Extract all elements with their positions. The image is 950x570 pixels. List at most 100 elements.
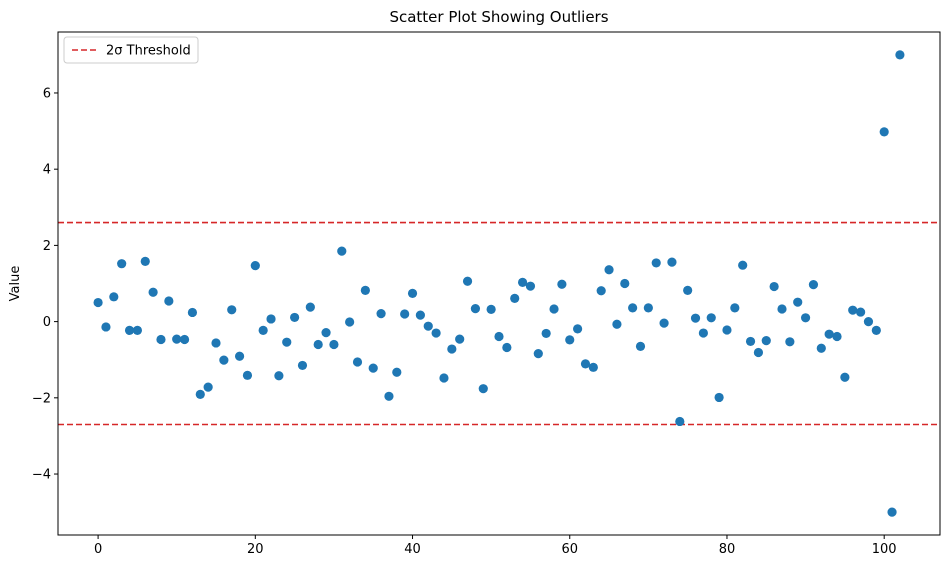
scatter-point xyxy=(415,310,425,320)
scatter-point xyxy=(745,336,756,347)
scatter-point xyxy=(164,296,174,306)
scatter-point xyxy=(714,392,724,403)
scatter-point xyxy=(856,307,866,317)
scatter-point xyxy=(525,281,536,291)
y-tick-label: 4 xyxy=(43,163,51,178)
scatter-point xyxy=(510,293,520,303)
scatter-point xyxy=(722,325,732,335)
scatter-point xyxy=(816,343,826,353)
scatter-point xyxy=(675,416,685,427)
legend-box xyxy=(63,36,199,64)
scatter-point xyxy=(848,305,858,315)
scatter-point xyxy=(360,285,370,295)
x-tick-label: 100 xyxy=(872,542,897,557)
scatter-point xyxy=(863,317,874,327)
scatter-point xyxy=(179,334,190,345)
scatter-point xyxy=(219,355,229,365)
scatter-point xyxy=(297,360,308,371)
y-tick-label: 6 xyxy=(43,86,51,101)
y-tick-label: −4 xyxy=(32,468,51,483)
scatter-point xyxy=(486,304,496,315)
scatter-point xyxy=(242,370,253,380)
axes: 0 20 40 60 80 100 −4 −2 0 2 4 6 xyxy=(32,31,941,557)
scatter-point xyxy=(352,357,363,367)
scatter-point xyxy=(478,384,488,394)
scatter-point xyxy=(683,285,693,295)
scatter-point xyxy=(376,309,386,319)
scatter-point xyxy=(706,313,716,323)
scatter-point xyxy=(227,305,237,315)
scatter-point xyxy=(305,302,315,312)
scatter-point xyxy=(423,321,433,331)
scatter-point xyxy=(321,328,331,338)
scatter-point xyxy=(643,303,653,313)
scatter-point xyxy=(753,347,764,358)
scatter-point xyxy=(439,373,449,383)
scatter-point xyxy=(533,349,543,359)
y-tick-label: −2 xyxy=(32,391,51,406)
scatter-point xyxy=(266,314,276,324)
scatter-point xyxy=(282,337,292,347)
scatter-point xyxy=(690,313,701,323)
scatter-point xyxy=(203,382,213,392)
scatter-point xyxy=(384,391,394,401)
y-tick-label: 2 xyxy=(43,239,51,254)
scatter-point xyxy=(588,362,598,372)
scatter-point xyxy=(250,260,260,271)
scatter-point xyxy=(738,260,748,270)
scatter-point xyxy=(549,304,559,314)
scatter-point xyxy=(628,303,638,313)
scatter-point xyxy=(187,307,198,318)
scatter-point xyxy=(793,297,803,307)
scatter-point xyxy=(871,325,881,335)
scatter-point xyxy=(785,337,795,347)
scatter-point xyxy=(840,372,850,382)
scatter-point xyxy=(879,127,889,137)
scatter-point xyxy=(290,312,300,323)
scatter-point xyxy=(258,325,268,335)
scatter-point xyxy=(730,303,740,313)
legend-label: 2σ Threshold xyxy=(106,44,191,59)
y-tick-label: 0 xyxy=(43,315,51,330)
scatter-point xyxy=(667,257,677,267)
scatter-point xyxy=(541,328,551,339)
scatter-point xyxy=(659,318,669,328)
scatter-point xyxy=(124,325,135,335)
scatter-point xyxy=(635,341,646,351)
scatter-point xyxy=(895,50,905,60)
scatter-point xyxy=(808,280,819,290)
scatter-point xyxy=(761,336,771,346)
scatter-point xyxy=(195,389,205,399)
scatter-point xyxy=(462,276,473,286)
plot-frame xyxy=(57,31,941,536)
scatter-point xyxy=(596,286,606,296)
scatter-point xyxy=(777,304,787,314)
scatter-point xyxy=(620,278,630,289)
scatter-point xyxy=(392,367,402,377)
scatter-point xyxy=(132,325,142,335)
scatter-point xyxy=(337,246,347,256)
scatter-point xyxy=(580,359,591,369)
scatter-point xyxy=(109,292,119,302)
scatter-point xyxy=(148,287,158,297)
scatter-point xyxy=(800,313,811,323)
scatter-point xyxy=(172,334,182,344)
scatter-point xyxy=(604,265,614,275)
x-tick-label: 20 xyxy=(247,542,264,557)
x-tick-label: 80 xyxy=(719,542,736,557)
scatter-point xyxy=(211,338,221,348)
chart-title: Scatter Plot Showing Outliers xyxy=(389,8,608,26)
scatter-point xyxy=(313,339,323,350)
scatter-point xyxy=(887,507,897,517)
scatter-point xyxy=(234,351,245,361)
scatter-point xyxy=(769,281,779,292)
scatter-point xyxy=(447,344,457,354)
scatter-point xyxy=(698,328,708,338)
scatter-point xyxy=(329,339,339,350)
x-tick-label: 60 xyxy=(561,542,578,557)
y-axis-label: Value xyxy=(8,266,23,302)
scatter-point xyxy=(832,331,842,342)
scatter-point xyxy=(517,277,528,287)
